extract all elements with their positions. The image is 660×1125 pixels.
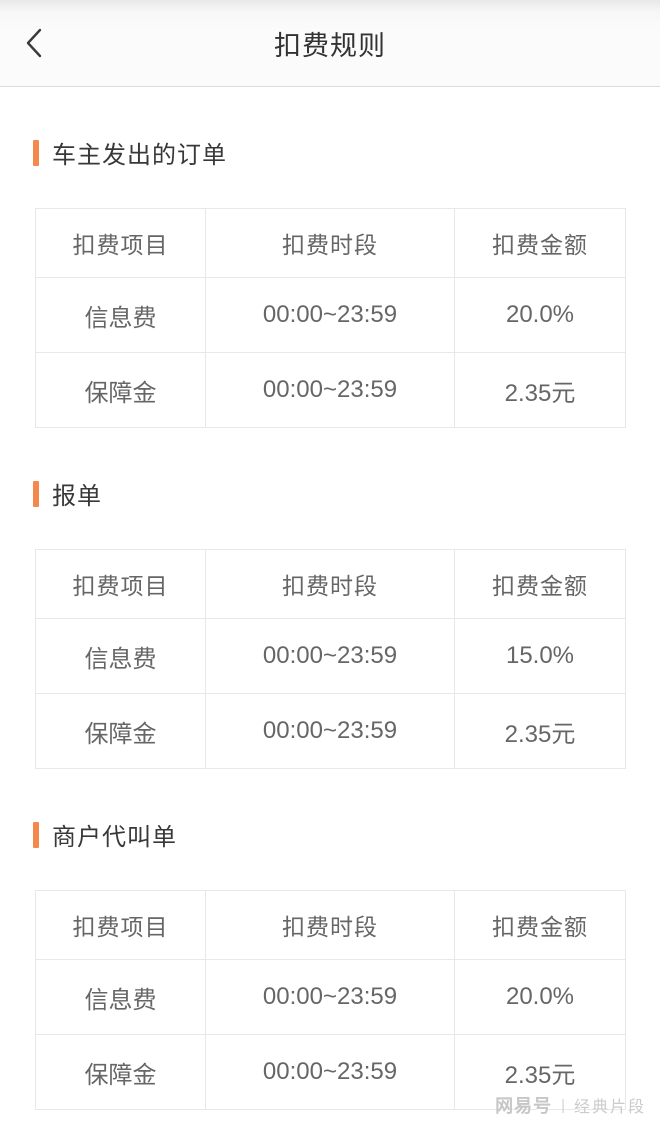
table-row: 信息费 00:00~23:59 15.0% bbox=[35, 618, 626, 694]
table-header-row: 扣费项目 扣费时段 扣费金额 bbox=[35, 208, 626, 278]
table-header-row: 扣费项目 扣费时段 扣费金额 bbox=[35, 890, 626, 960]
column-header-period: 扣费时段 bbox=[205, 208, 455, 278]
cell-amount: 15.0% bbox=[454, 618, 626, 694]
column-header-item: 扣费项目 bbox=[35, 549, 206, 619]
table-row: 保障金 00:00~23:59 2.35元 bbox=[35, 1034, 626, 1110]
cell-period: 00:00~23:59 bbox=[205, 693, 455, 769]
back-button[interactable] bbox=[8, 14, 60, 72]
table-row: 保障金 00:00~23:59 2.35元 bbox=[35, 693, 626, 769]
app-header: 扣费规则 bbox=[0, 0, 660, 87]
cell-period: 00:00~23:59 bbox=[205, 352, 455, 428]
table-row: 信息费 00:00~23:59 20.0% bbox=[35, 277, 626, 353]
cell-item: 保障金 bbox=[35, 693, 206, 769]
fee-section-owner-orders: 车主发出的订单 扣费项目 扣费时段 扣费金额 信息费 00:00~23:59 2… bbox=[0, 135, 660, 428]
cell-item: 保障金 bbox=[35, 352, 206, 428]
cell-period: 00:00~23:59 bbox=[205, 959, 455, 1035]
column-header-amount: 扣费金额 bbox=[454, 208, 626, 278]
table-row: 保障金 00:00~23:59 2.35元 bbox=[35, 352, 626, 428]
column-header-amount: 扣费金额 bbox=[454, 890, 626, 960]
fee-table: 扣费项目 扣费时段 扣费金额 信息费 00:00~23:59 20.0% 保障金… bbox=[35, 208, 626, 428]
cell-item: 信息费 bbox=[35, 959, 206, 1035]
watermark-label: 经典片段 bbox=[573, 1099, 646, 1116]
page-title: 扣费规则 bbox=[274, 30, 386, 61]
cell-amount: 2.35元 bbox=[454, 1034, 626, 1110]
accent-bar-icon bbox=[33, 480, 39, 507]
section-title: 商户代叫单 bbox=[52, 824, 177, 851]
cell-item: 保障金 bbox=[35, 1034, 206, 1110]
column-header-item: 扣费项目 bbox=[35, 208, 206, 278]
cell-amount: 2.35元 bbox=[454, 352, 626, 428]
back-chevron-icon bbox=[26, 28, 42, 58]
accent-bar-icon bbox=[33, 821, 39, 848]
column-header-item: 扣费项目 bbox=[35, 890, 206, 960]
cell-item: 信息费 bbox=[35, 618, 206, 694]
table-row: 信息费 00:00~23:59 20.0% bbox=[35, 959, 626, 1035]
cell-period: 00:00~23:59 bbox=[205, 1034, 455, 1110]
fee-table: 扣费项目 扣费时段 扣费金额 信息费 00:00~23:59 15.0% 保障金… bbox=[35, 549, 626, 769]
cell-amount: 20.0% bbox=[454, 277, 626, 353]
section-title: 车主发出的订单 bbox=[52, 142, 227, 169]
accent-bar-icon bbox=[33, 139, 39, 166]
fee-section-report-orders: 报单 扣费项目 扣费时段 扣费金额 信息费 00:00~23:59 15.0% … bbox=[0, 476, 660, 769]
watermark: 网易号 | 经典片段 bbox=[495, 1092, 646, 1118]
cell-item: 信息费 bbox=[35, 277, 206, 353]
cell-period: 00:00~23:59 bbox=[205, 618, 455, 694]
column-header-amount: 扣费金额 bbox=[454, 549, 626, 619]
watermark-separator: | bbox=[561, 1096, 565, 1114]
section-title-row: 报单 bbox=[33, 476, 660, 511]
section-title-row: 车主发出的订单 bbox=[33, 135, 660, 170]
fee-section-merchant-proxy-orders: 商户代叫单 扣费项目 扣费时段 扣费金额 信息费 00:00~23:59 20.… bbox=[0, 817, 660, 1110]
fee-table: 扣费项目 扣费时段 扣费金额 信息费 00:00~23:59 20.0% 保障金… bbox=[35, 890, 626, 1110]
table-header-row: 扣费项目 扣费时段 扣费金额 bbox=[35, 549, 626, 619]
cell-amount: 20.0% bbox=[454, 959, 626, 1035]
cell-period: 00:00~23:59 bbox=[205, 277, 455, 353]
column-header-period: 扣费时段 bbox=[205, 549, 455, 619]
section-title-row: 商户代叫单 bbox=[33, 817, 660, 852]
column-header-period: 扣费时段 bbox=[205, 890, 455, 960]
watermark-brand-logo: 网易号 bbox=[495, 1096, 553, 1116]
section-title: 报单 bbox=[52, 483, 102, 510]
cell-amount: 2.35元 bbox=[454, 693, 626, 769]
